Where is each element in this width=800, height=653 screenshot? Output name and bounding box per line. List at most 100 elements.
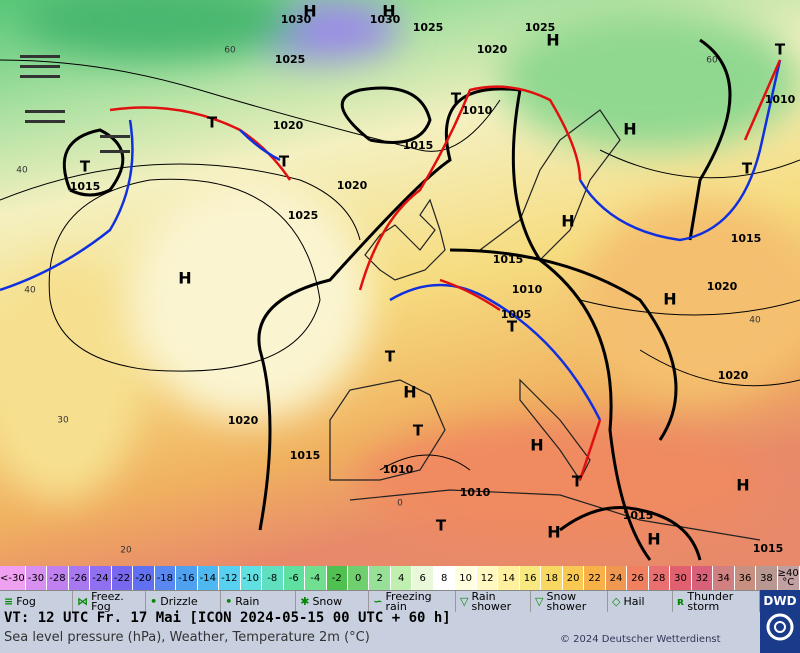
legend-label: Hail [623, 595, 645, 608]
pressure-label: 1015 [623, 509, 654, 522]
legend-label: Snow shower [546, 590, 587, 613]
color-scale-step: -24 [90, 566, 112, 590]
color-scale-step: 8 [433, 566, 456, 590]
color-scale-step: -10 [240, 566, 263, 590]
color-scale-step: -8 [262, 566, 284, 590]
color-scale-step: -16 [176, 566, 198, 590]
high-pressure-label: H [736, 476, 749, 495]
low-pressure-label: T [279, 153, 290, 171]
legend-label: Fog [16, 595, 36, 608]
low-pressure-label: T [207, 114, 218, 132]
legend-item: ◇ Hail [608, 591, 674, 613]
pressure-label: 1025 [413, 21, 444, 34]
pressure-label: 1020 [707, 280, 738, 293]
pressure-label: 1020 [477, 43, 508, 56]
pressure-label: 1015 [753, 542, 784, 555]
color-scale-step: -18 [154, 566, 177, 590]
pressure-label: 1020 [337, 179, 368, 192]
high-pressure-label: H [303, 2, 316, 21]
legend-label: Drizzle [160, 595, 198, 608]
low-pressure-label: T [451, 90, 462, 108]
pressure-label: 1015 [290, 449, 321, 462]
low-pressure-label: T [572, 473, 583, 491]
color-scale-step: <-30 [0, 566, 26, 590]
color-scale-step: -30 [25, 566, 48, 590]
color-scale-step: 36 [734, 566, 757, 590]
isotherm-label: 40 [24, 286, 36, 296]
pressure-label: 1015 [70, 180, 101, 193]
color-scale-step: 14 [498, 566, 520, 590]
legend-symbol: • [225, 595, 233, 608]
color-scale: <-30 -30 -28 -26 -24 -22 -20 -18 -16 -14 -12 -10 -8-… [0, 566, 800, 590]
pressure-label: 1010 [512, 283, 543, 296]
weather-legend: ≡ Fog ⋈ Freez. Fog • Drizzle • Rain ✱ Snow ∽ Freezi… [0, 590, 760, 613]
legend-label: Freez. Fog [91, 590, 124, 613]
isotherm-label: 0 [397, 499, 403, 509]
legend-symbol: ▽ [535, 595, 544, 608]
high-pressure-label: H [382, 2, 395, 21]
color-scale-step: 30 [670, 566, 692, 590]
major-isobars [62, 38, 732, 561]
dwd-logo: DWD [760, 590, 800, 653]
pressure-label: 1015 [731, 232, 762, 245]
legend-item: ∽ Freezing rain [369, 591, 456, 613]
pressure-label: 1010 [765, 93, 796, 106]
high-pressure-label: H [663, 290, 676, 309]
low-pressure-label: T [413, 422, 424, 440]
subtitle: Sea level pressure (hPa), Weather, Tempe… [4, 630, 370, 645]
isotherm-label: 30 [57, 416, 69, 426]
legend-item: ⋈ Freez. Fog [73, 590, 147, 613]
pressure-label: 1010 [460, 486, 491, 499]
color-scale-step: ≥40 °C [777, 566, 800, 590]
high-pressure-label: H [530, 436, 543, 455]
color-scale-step: 12 [476, 566, 499, 590]
isotherm-label: 60 [706, 56, 718, 66]
low-pressure-label: T [742, 160, 753, 178]
isotherm-label: 20 [120, 546, 132, 556]
color-scale-step: -12 [219, 566, 241, 590]
legend-label: Rain [235, 595, 260, 608]
footer: VT: 12 UTC Fr. 17 Mai [ICON 2024-05-15 0… [0, 610, 760, 653]
pressure-label: 1020 [228, 414, 259, 427]
low-pressure-label: T [775, 41, 786, 59]
pressure-label: 1020 [718, 369, 749, 382]
color-scale-step: -6 [283, 566, 306, 590]
legend-symbol: ∽ [373, 595, 383, 608]
legend-symbol: • [150, 595, 158, 608]
temperature-field [0, 0, 800, 540]
fronts [0, 59, 782, 481]
legend-label: Snow [312, 595, 343, 608]
high-pressure-label: H [178, 269, 191, 288]
color-scale-step: 20 [562, 566, 585, 590]
legend-symbol: ✱ [300, 595, 310, 608]
fog-patches [20, 55, 130, 153]
pressure-label: 1010 [383, 463, 414, 476]
color-scale-step: 22 [584, 566, 606, 590]
legend-label: Rain shower [471, 590, 512, 613]
pressure-label: 1030 [281, 13, 312, 26]
color-scale-step: 0 [347, 566, 370, 590]
color-scale-step: 10 [455, 566, 477, 590]
high-pressure-label: H [561, 212, 574, 231]
legend-symbol: ʀ [677, 595, 685, 608]
pressure-label: 1025 [525, 21, 556, 34]
legend-item: ʀ Thunder storm [673, 591, 760, 613]
color-scale-step: -4 [305, 566, 327, 590]
color-scale-step: 18 [541, 566, 563, 590]
legend-symbol: ≡ [4, 595, 14, 608]
legend-symbol: ⋈ [77, 595, 89, 608]
color-scale-step: 6 [412, 566, 434, 590]
legend-item: • Rain [221, 591, 297, 613]
color-scale-step: 34 [713, 566, 735, 590]
legend-label: Freezing rain [385, 590, 432, 613]
color-scale-step: 2 [369, 566, 391, 590]
high-pressure-label: H [647, 530, 660, 549]
isotherm-label: 60 [224, 46, 236, 56]
low-pressure-label: T [507, 318, 518, 336]
pressure-label: 1015 [403, 139, 434, 152]
pressure-label: 1025 [275, 53, 306, 66]
color-scale-step: 38 [756, 566, 778, 590]
logo-text: DWD [763, 594, 797, 608]
copyright: © 2024 Deutscher Wetterdienst [560, 634, 721, 645]
low-pressure-label: T [385, 348, 396, 366]
